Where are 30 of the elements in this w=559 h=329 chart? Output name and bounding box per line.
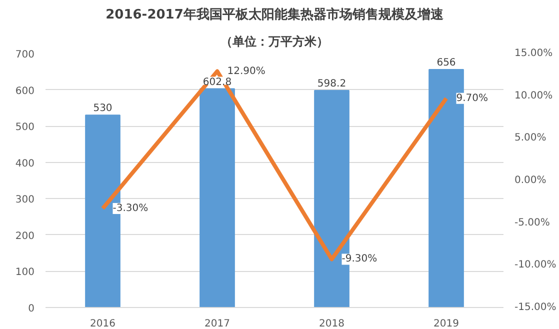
y-tick-label: 0 xyxy=(28,304,35,314)
y-tick-label: 700 xyxy=(15,50,35,60)
data-label: 602.8 xyxy=(202,76,232,88)
chart-subtitle: （单位：万平方米） xyxy=(220,34,328,48)
bar xyxy=(200,88,235,308)
x-tick-label: 2018 xyxy=(319,318,344,329)
y-tick-label: 200 xyxy=(15,230,35,242)
y2-tick-label: -10.00% xyxy=(514,260,556,271)
y2-tick-label: 0.00% xyxy=(514,175,546,186)
data-label: 12.90% xyxy=(227,66,266,77)
data-label: 656 xyxy=(436,57,456,68)
y2-tick-label: 5.00% xyxy=(514,132,546,144)
y-tick-label: 100 xyxy=(15,267,35,278)
y2-tick-label: 15.00% xyxy=(514,48,553,59)
data-label: 530 xyxy=(93,103,112,114)
data-label: 9.70% xyxy=(456,92,488,104)
data-label: -3.30% xyxy=(112,202,148,214)
x-tick-label: 2016 xyxy=(90,318,116,329)
y-tick-label: 300 xyxy=(15,194,35,206)
y2-tick-label: -15.00% xyxy=(514,302,556,313)
y-tick-label: 400 xyxy=(15,158,35,170)
data-label: 598.2 xyxy=(317,78,346,90)
y2-tick-label: 10.00% xyxy=(514,90,553,102)
x-tick-label: 2017 xyxy=(204,318,230,329)
y2-tick-label: -5.00% xyxy=(514,217,550,228)
y-tick-label: 600 xyxy=(15,86,35,97)
y-tick-label: 500 xyxy=(15,122,35,134)
chart-title: 2016-2017年我国平板太阳能集热器市场销售规模及增速 xyxy=(106,6,444,22)
data-label: -9.30% xyxy=(342,254,378,265)
x-tick-label: 2019 xyxy=(434,318,459,329)
